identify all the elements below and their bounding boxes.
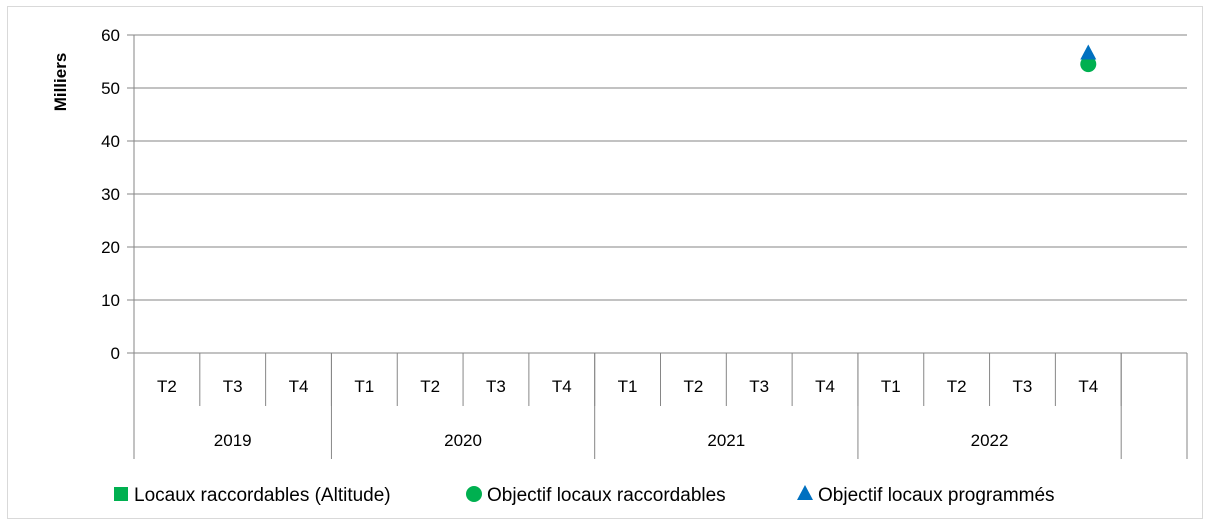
- y-tick-label: 20: [101, 238, 120, 257]
- data-point-triangle: [1080, 44, 1097, 60]
- x-tick-label-quarter: T4: [815, 377, 835, 396]
- chart-frame: [7, 6, 1203, 519]
- legend-marker-circle: [466, 486, 482, 502]
- x-tick-label-quarter: T4: [289, 377, 309, 396]
- x-tick-label-year: 2022: [971, 431, 1009, 450]
- data-markers: [1080, 44, 1097, 73]
- x-tick-label-quarter: T4: [1078, 377, 1098, 396]
- legend-label: Objectif locaux programmés: [818, 485, 1055, 506]
- y-tick-label: 0: [111, 344, 120, 363]
- x-tick-label-quarter: T1: [354, 377, 374, 396]
- gridlines: [134, 34, 1187, 301]
- y-tick-label: 10: [101, 291, 120, 310]
- x-tick-label-quarter: T2: [157, 377, 177, 396]
- x-tick-label-quarter: T1: [881, 377, 901, 396]
- y-tick-label: 50: [101, 79, 120, 98]
- x-tick-label-year: 2019: [214, 431, 252, 450]
- x-tick-label-year: 2021: [707, 431, 745, 450]
- x-tick-label-quarter: T3: [486, 377, 506, 396]
- x-tick-label-quarter: T4: [552, 377, 572, 396]
- y-tick-label: 30: [101, 185, 120, 204]
- legend: Locaux raccordables (Altitude) Objectif l…: [114, 485, 1055, 506]
- x-tick-labels: T2 T3 T4 T1 T2 T3 T4 T1 T2 T3 T4 T1 T2 T3 T4 2019 2020 20…: [157, 377, 1098, 450]
- y-tick-label: 40: [101, 132, 120, 151]
- legend-label: Objectif locaux raccordables: [487, 485, 726, 506]
- x-tick-label-quarter: T2: [420, 377, 440, 396]
- data-point-circle: [1080, 56, 1097, 73]
- x-tick-label-quarter: T3: [1013, 377, 1033, 396]
- legend-marker-square: [114, 487, 128, 501]
- x-tick-label-quarter: T2: [683, 377, 703, 396]
- x-tick-label-year: 2020: [444, 431, 482, 450]
- x-tick-label-quarter: T3: [223, 377, 243, 396]
- legend-marker-triangle: [797, 485, 813, 500]
- y-axis-label: Milliers: [51, 53, 70, 112]
- x-tick-label-quarter: T2: [947, 377, 967, 396]
- x-tick-label-quarter: T1: [618, 377, 638, 396]
- y-tick-labels: 0 10 20 30 40 50 60: [101, 26, 120, 363]
- axes: [127, 34, 1188, 459]
- x-tick-label-quarter: T3: [749, 377, 769, 396]
- y-tick-label: 60: [101, 26, 120, 45]
- legend-label: Locaux raccordables (Altitude): [134, 485, 391, 506]
